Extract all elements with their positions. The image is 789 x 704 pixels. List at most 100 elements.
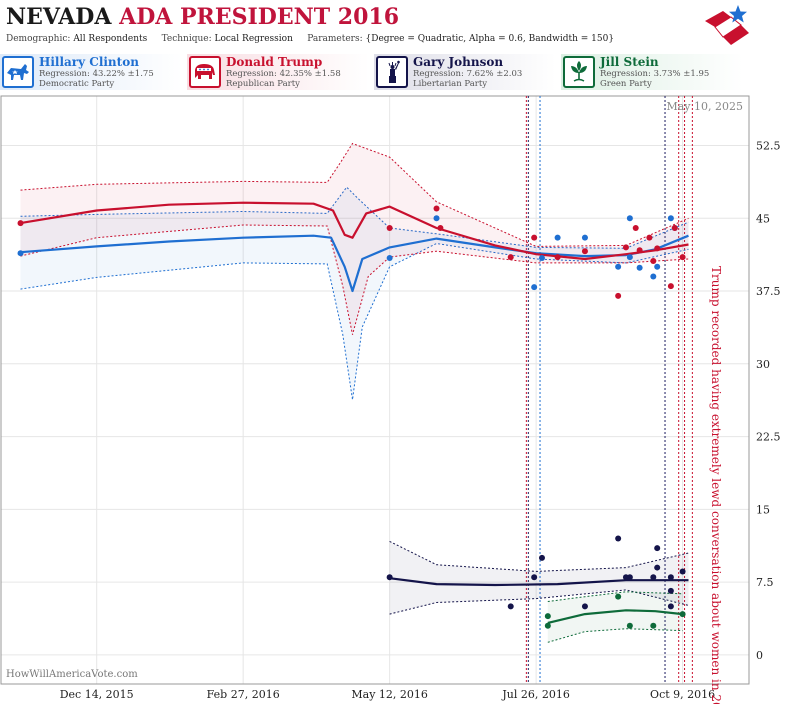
poll-point [17, 220, 24, 227]
poll-point [538, 255, 545, 262]
donkey-icon [2, 56, 34, 88]
poll-point [386, 574, 393, 581]
poll-point [433, 215, 440, 222]
lower-bound-line [20, 224, 689, 335]
trend-line [20, 201, 689, 261]
poll-point [507, 603, 514, 610]
x-axis-ticks: Dec 14, 2015 Feb 27, 2016 May 12, 2016 Jul … [60, 688, 715, 701]
candidate-regression: Regression: 3.73% ±1.95 [600, 69, 710, 79]
poll-point [554, 234, 561, 241]
poll-point [671, 224, 678, 231]
candidate-name: Gary Johnson [413, 55, 504, 69]
technique-value: Local Regression [214, 34, 293, 44]
poll-point [654, 245, 661, 252]
poll-point [626, 215, 633, 222]
confidence-band [20, 143, 689, 335]
elephant-icon [189, 56, 221, 88]
poll-point [544, 622, 551, 629]
y-tick-label: 15 [756, 503, 770, 516]
y-tick-label: 7.5 [756, 576, 774, 589]
poll-point [667, 587, 674, 594]
candidate-card-trump[interactable]: Donald Trump Regression: 42.35% ±1.58 Re… [187, 54, 369, 90]
event-lines [525, 96, 693, 684]
poll-point [531, 234, 538, 241]
x-tick-label: May 12, 2016 [351, 688, 428, 701]
poll-point [626, 622, 633, 629]
poll-point [437, 224, 444, 231]
poll-point [581, 248, 588, 255]
leaf-icon [563, 56, 595, 88]
poll-chart: Dec 14, 2015 Feb 27, 2016 May 12, 2016 Jul … [0, 95, 781, 704]
poll-point [622, 244, 629, 251]
candidate-name: Hillary Clinton [39, 55, 139, 69]
y-tick-label: 0 [756, 649, 763, 662]
poll-point [626, 574, 633, 581]
candidate-party: Democratic Party [39, 79, 115, 89]
candidate-party: Libertarian Party [413, 79, 488, 89]
poll-point [667, 574, 674, 581]
poll-point [632, 224, 639, 231]
site-credit: HowWillAmericaVote.com [6, 669, 138, 680]
poll-point [386, 255, 393, 262]
poll-point [667, 603, 674, 610]
poll-point [581, 234, 588, 241]
poll-point [615, 593, 622, 600]
poll-point [386, 224, 393, 231]
poll-point [646, 234, 653, 241]
candidate-name: Jill Stein [600, 55, 659, 69]
poll-point [531, 574, 538, 581]
y-tick-label: 37.5 [756, 285, 781, 298]
state-name: NEVADA [6, 4, 112, 30]
candidate-legend: Hillary Clinton Regression: 43.22% ±1.75… [0, 54, 750, 92]
poll-point [650, 257, 657, 264]
poll-point [667, 283, 674, 290]
confidence-band [547, 591, 683, 643]
poll-point [17, 250, 24, 257]
candidate-card-clinton[interactable]: Hillary Clinton Regression: 43.22% ±1.75… [0, 54, 182, 90]
candidate-card-johnson[interactable]: Gary Johnson Regression: 7.62% ±2.03 Lib… [374, 54, 556, 90]
candidate-card-stein[interactable]: Jill Stein Regression: 3.73% ±1.95 Green… [561, 54, 743, 90]
candidate-regression: Regression: 7.62% ±2.03 [413, 69, 523, 79]
poll-point [654, 263, 661, 270]
plot-frame [0, 95, 750, 685]
poll-points [17, 205, 686, 629]
chart-grid [1, 96, 749, 684]
poll-point [531, 284, 538, 291]
trend-lines [20, 201, 689, 624]
upper-bound-line [20, 142, 689, 247]
parameters-label: Parameters: [307, 34, 363, 44]
lower-bound-line [389, 589, 689, 615]
poll-point [636, 264, 643, 271]
poll-point [654, 564, 661, 571]
poll-point [626, 254, 633, 261]
poll-point [654, 545, 661, 552]
poll-point [650, 622, 657, 629]
parameters-line: Demographic: All Respondents Technique: … [6, 34, 614, 44]
candidate-regression: Regression: 42.35% ±1.58 [226, 69, 341, 79]
candidate-party: Republican Party [226, 79, 300, 89]
poll-point [636, 247, 643, 254]
poll-point [667, 215, 674, 222]
poll-point [507, 254, 514, 261]
x-tick-label: Oct 9, 2016 [650, 688, 715, 701]
poll-point [650, 574, 657, 581]
poll-point [679, 611, 686, 618]
trend-line [389, 577, 689, 587]
pollster-name: ADA PRESIDENT 2016 [119, 4, 400, 30]
x-tick-label: Feb 27, 2016 [207, 688, 280, 701]
upper-bound-line [20, 186, 689, 249]
poll-point [650, 273, 657, 280]
page-title: NEVADA ADA PRESIDENT 2016 [6, 4, 399, 30]
confidence-band [389, 541, 689, 615]
site-logo-icon [705, 5, 749, 45]
x-tick-label: Dec 14, 2015 [60, 688, 134, 701]
y-axis-ticks: 0 7.5 15 22.5 30 37.5 45 52.5 [756, 139, 781, 661]
poll-point [581, 603, 588, 610]
poll-point [615, 292, 622, 299]
poll-point [433, 205, 440, 212]
y-tick-label: 52.5 [756, 139, 781, 152]
poll-point [544, 613, 551, 620]
technique-label: Technique: [161, 34, 212, 44]
demographic-value: All Respondents [73, 34, 148, 44]
poll-point [615, 535, 622, 542]
